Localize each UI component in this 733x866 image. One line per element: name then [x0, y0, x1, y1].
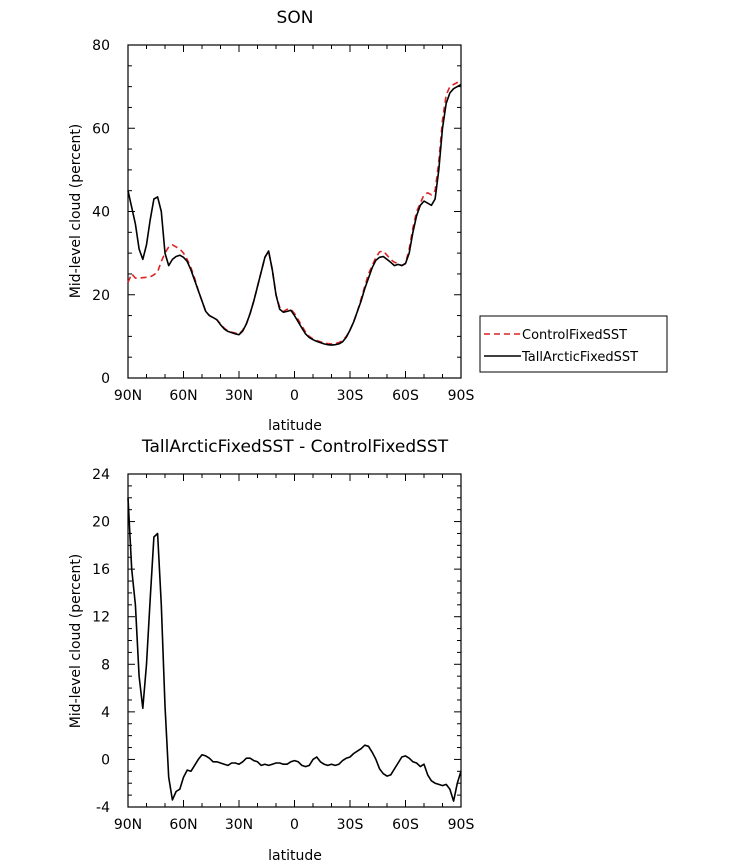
y-tick-label: 80 — [92, 38, 110, 54]
top-x-tick-labels: 90N 60N 30N 0 30S 60S 90S — [114, 388, 475, 404]
bottom-panel-difference: TallArcticFixedSST - ControlFixedSST 90N… — [68, 437, 474, 864]
y-tick-label: 20 — [92, 288, 110, 304]
bottom-y-tick-labels: -4 0 4 8 12 16 20 24 — [92, 467, 110, 816]
legend-label-tallarctic: TallArcticFixedSST — [521, 350, 638, 365]
x-tick-label: 30N — [225, 388, 253, 404]
x-tick-label: 30N — [225, 817, 253, 833]
legend-label-control: ControlFixedSST — [522, 328, 627, 343]
y-tick-label: 12 — [92, 610, 110, 626]
x-tick-label: 0 — [290, 388, 299, 404]
y-tick-label: 60 — [92, 121, 110, 137]
bottom-y-axis-label: Mid-level cloud (percent) — [68, 554, 84, 729]
x-tick-label: 90S — [448, 817, 475, 833]
top-y-axis-label: Mid-level cloud (percent) — [68, 124, 84, 299]
top-panel-son: SON 90N 60N 30N 0 30S 60S 90S 0 20 40 60 80 latitu… — [68, 8, 474, 434]
y-tick-label: -4 — [96, 800, 110, 816]
top-series-line-1 — [127, 83, 462, 346]
bottom-plot-frame — [127, 473, 462, 808]
y-tick-label: 24 — [92, 467, 110, 483]
x-tick-label: 60S — [392, 388, 419, 404]
x-tick-label: 90S — [448, 388, 475, 404]
top-chart-title: SON — [277, 8, 314, 28]
x-tick-label: 30S — [337, 817, 364, 833]
y-tick-label: 8 — [101, 657, 110, 673]
y-tick-label: 0 — [101, 371, 110, 387]
x-tick-label: 60S — [392, 817, 419, 833]
y-tick-label: 20 — [92, 515, 110, 531]
x-tick-label: 0 — [290, 817, 299, 833]
bottom-x-tick-labels: 90N 60N 30N 0 30S 60S 90S — [114, 817, 475, 833]
x-tick-label: 90N — [114, 817, 142, 833]
x-tick-label: 60N — [169, 388, 197, 404]
bottom-tick-marks — [127, 473, 462, 808]
bottom-chart-title: TallArcticFixedSST - ControlFixedSST — [141, 437, 449, 457]
legend: ControlFixedSST TallArcticFixedSST — [479, 315, 668, 373]
top-series-lines — [127, 79, 462, 346]
top-y-tick-labels: 0 20 40 60 80 — [92, 38, 110, 387]
x-tick-label: 60N — [169, 817, 197, 833]
top-series-line-0 — [127, 79, 462, 345]
y-tick-label: 16 — [92, 562, 110, 578]
y-tick-label: 40 — [92, 205, 110, 221]
x-tick-label: 90N — [114, 388, 142, 404]
top-tick-marks — [127, 44, 462, 379]
x-tick-label: 30S — [337, 388, 364, 404]
bottom-series-line-0 — [127, 497, 462, 802]
y-tick-label: 0 — [101, 752, 110, 768]
bottom-x-axis-label: latitude — [268, 848, 322, 864]
top-x-axis-label: latitude — [268, 418, 322, 434]
top-plot-frame — [127, 44, 462, 379]
bottom-series-lines — [127, 497, 462, 802]
y-tick-label: 4 — [101, 705, 110, 721]
legend-box — [479, 315, 668, 373]
